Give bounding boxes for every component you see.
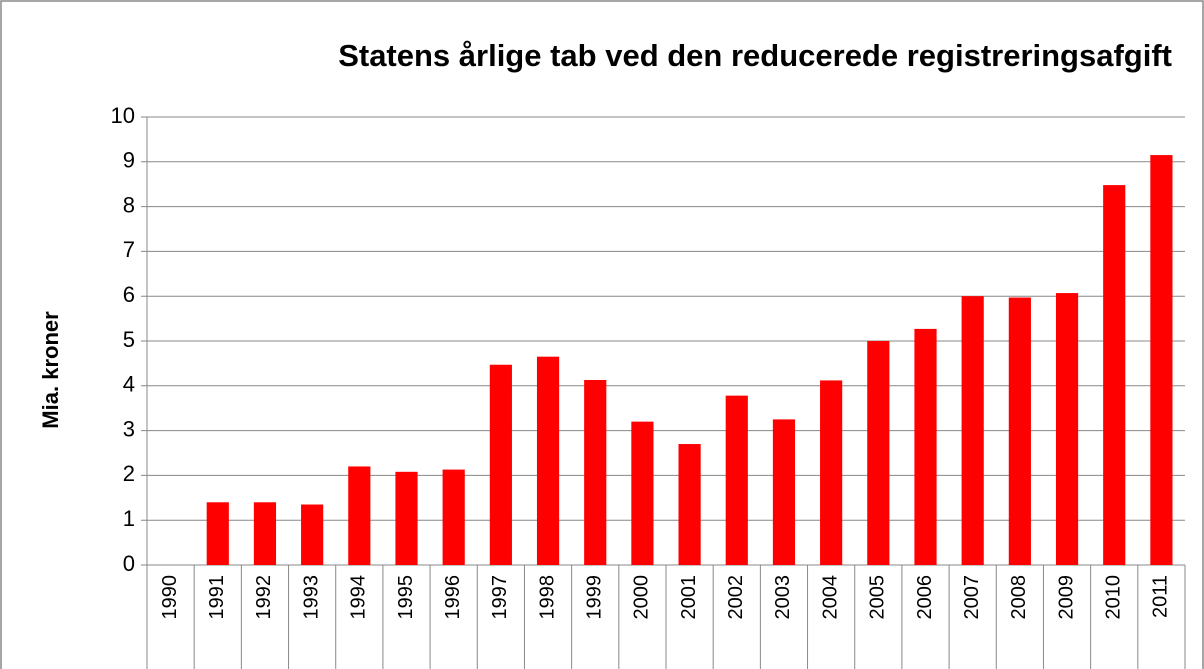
x-tick-label: 2002 (725, 575, 747, 620)
y-tick-label: 2 (123, 461, 135, 486)
bar (536, 356, 560, 565)
y-tick-label: 4 (123, 372, 135, 397)
y-tick-label: 0 (123, 551, 135, 576)
bar (301, 504, 324, 565)
x-tick-label: 1990 (159, 575, 181, 620)
x-tick-label: 1998 (536, 575, 558, 620)
x-tick-label: 2005 (867, 575, 889, 620)
bar (1150, 155, 1173, 565)
x-tick-label: 2004 (819, 575, 841, 620)
x-tick-label: 1994 (348, 575, 370, 620)
y-tick-label: 3 (123, 416, 135, 441)
x-tick-label: 1995 (395, 575, 417, 620)
x-tick-label: 2003 (772, 575, 794, 620)
bar (820, 380, 843, 565)
x-tick-label: 1997 (489, 575, 511, 620)
bar (489, 364, 512, 565)
bar (867, 341, 890, 565)
x-tick-label: 1991 (206, 575, 228, 620)
chart-title: Statens årlige tab ved den reducerede re… (338, 38, 1172, 73)
y-tick-label: 1 (123, 506, 135, 531)
x-tick-label: 2009 (1055, 575, 1077, 620)
x-tick-label: 1992 (253, 575, 275, 620)
bar (914, 328, 937, 565)
x-tick-label: 2010 (1103, 575, 1125, 620)
y-tick-label: 7 (123, 237, 135, 262)
bar (253, 502, 277, 565)
bar (395, 471, 418, 565)
x-tick-label: 2006 (914, 575, 936, 620)
x-tick-label: 2011 (1150, 575, 1172, 618)
x-tick-label: 2008 (1008, 575, 1030, 620)
bar (348, 466, 371, 565)
y-tick-label: 10 (111, 103, 135, 128)
bar (442, 469, 465, 565)
bar (1103, 185, 1126, 565)
bar (1008, 297, 1031, 565)
y-tick-label: 8 (123, 192, 135, 217)
y-axis-label: Mia. kroner (38, 311, 63, 429)
bar (584, 379, 607, 565)
bar (631, 421, 654, 565)
x-tick-label: 1993 (300, 575, 322, 620)
bar (206, 502, 229, 565)
y-tick-label: 5 (123, 327, 135, 352)
y-tick-label: 9 (123, 148, 135, 173)
x-tick-label: 1999 (584, 575, 606, 620)
bar (1055, 293, 1079, 565)
y-tick-label: 6 (123, 282, 135, 307)
x-tick-label: 2007 (961, 575, 983, 620)
bar (678, 444, 701, 565)
bar (772, 419, 796, 565)
bar (961, 296, 984, 565)
x-tick-label: 2000 (631, 575, 653, 620)
x-tick-label: 1996 (442, 575, 464, 620)
bar (725, 395, 748, 565)
x-tick-label: 2001 (678, 575, 700, 620)
